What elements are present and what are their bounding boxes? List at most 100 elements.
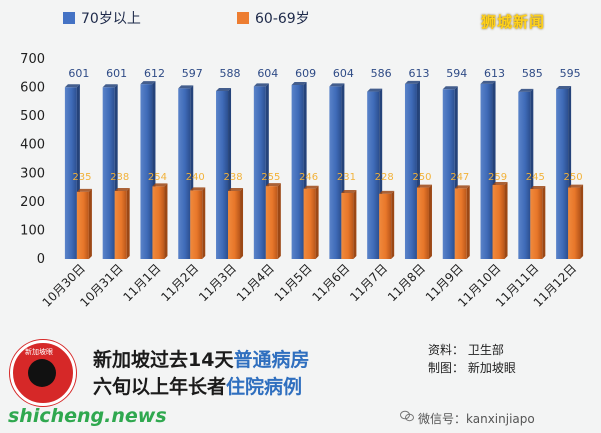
bar-top — [216, 88, 232, 91]
bar-70-plus — [404, 83, 417, 259]
source-line: 资料： 卫生部 — [428, 343, 504, 357]
bar-60-69 — [303, 188, 316, 259]
data-label-60-69: 250 — [412, 172, 431, 183]
title-line1-prefix: 新加坡过去14天 — [93, 349, 234, 371]
data-label-70-plus: 586 — [371, 67, 392, 80]
x-category-label: 11月3日 — [196, 261, 239, 304]
bar-top — [379, 190, 395, 194]
bar-60-69 — [114, 191, 127, 259]
bar-top — [303, 185, 319, 189]
bar-70-plus — [556, 89, 569, 259]
bar-side — [240, 188, 244, 259]
bar-70-plus — [253, 86, 266, 259]
bar-70-plus — [178, 88, 191, 259]
bar-top — [404, 80, 420, 84]
bar-70-plus — [518, 91, 531, 259]
website-label: shicheng.news — [8, 405, 167, 427]
bar-70-plus — [102, 87, 115, 260]
bar-top — [454, 185, 470, 189]
bar-60-69 — [228, 191, 241, 259]
bar-60-69 — [379, 193, 392, 259]
bar-top — [64, 84, 80, 88]
legend-swatch-60-69 — [237, 12, 249, 24]
x-category-label: 11月6日 — [309, 261, 352, 304]
brand-watermark: 狮城新闻 — [481, 13, 546, 31]
y-tick-label: 400 — [20, 138, 45, 153]
legend-label-70-plus: 70岁以上 — [81, 11, 141, 27]
bar-60-69 — [341, 193, 354, 259]
bar-side — [126, 188, 130, 259]
data-label-70-plus: 613 — [484, 67, 505, 80]
legend-swatch-70-plus — [63, 12, 75, 24]
bar-70-plus — [442, 89, 455, 260]
data-label-70-plus: 601 — [68, 67, 89, 80]
bar-top — [102, 84, 118, 88]
data-label-60-69: 254 — [148, 172, 167, 183]
bar-side — [428, 184, 432, 259]
bar-top — [341, 190, 357, 193]
data-label-60-69: 240 — [186, 172, 205, 183]
data-label-60-69: 246 — [299, 172, 318, 183]
bar-top — [442, 86, 458, 90]
bar-top — [253, 83, 269, 87]
bar-side — [353, 190, 357, 259]
x-category-label: 11月4日 — [234, 261, 277, 304]
bar-60-69 — [568, 187, 581, 259]
title-line2-prefix: 六旬以上年长者 — [93, 376, 227, 398]
data-label-60-69: 238 — [110, 172, 129, 183]
wechat-icon — [400, 410, 414, 422]
bar-side — [277, 183, 281, 259]
bar-side — [504, 182, 508, 259]
bar-60-69 — [416, 187, 429, 259]
bar-70-plus — [64, 87, 77, 260]
y-tick-label: 0 — [37, 252, 45, 267]
bar-side — [580, 184, 584, 259]
bar-70-plus — [480, 83, 493, 259]
data-label-70-plus: 585 — [522, 67, 543, 80]
bar-side — [88, 188, 92, 259]
bar-top — [152, 183, 168, 187]
x-category-label: 11月1日 — [121, 261, 164, 304]
bar-top — [492, 182, 508, 185]
data-label-70-plus: 588 — [220, 67, 241, 80]
bar-60-69 — [152, 186, 165, 259]
data-label-70-plus: 612 — [144, 67, 165, 80]
bar-70-plus — [367, 91, 380, 259]
bar-chart: 70岁以上 60-69岁 0 100 200 300 400 500 600 700 601 23… — [20, 11, 584, 310]
bar-70-plus — [291, 85, 304, 259]
data-label-70-plus: 609 — [295, 67, 316, 80]
bar-top — [556, 86, 572, 89]
badge-text: 新加坡眼 — [25, 348, 53, 356]
data-label-70-plus: 594 — [446, 67, 467, 80]
title-line2-highlight: 住院病例 — [226, 376, 303, 398]
bar-top — [367, 88, 383, 92]
bar-top — [140, 81, 156, 85]
wechat-id: 微信号：kanxinjiapo — [418, 412, 535, 426]
data-label-60-69: 259 — [488, 172, 507, 183]
bar-side — [542, 186, 546, 259]
bar-60-69 — [265, 186, 278, 259]
bar-top — [568, 184, 584, 188]
legend: 70岁以上 60-69岁 — [63, 11, 310, 27]
data-label-70-plus: 604 — [333, 67, 354, 80]
bar-side — [391, 190, 395, 259]
y-tick-label: 600 — [20, 81, 45, 96]
data-label-60-69: 231 — [337, 172, 356, 183]
data-label-60-69: 245 — [526, 172, 545, 183]
eye-icon — [28, 359, 56, 387]
data-label-60-69: 228 — [375, 172, 394, 183]
bar-side — [202, 187, 206, 259]
x-category-label: 11月2日 — [158, 261, 201, 304]
bar-side — [315, 185, 319, 259]
bar-top — [291, 82, 307, 85]
x-category-label: 11月5日 — [272, 261, 315, 304]
bar-top — [190, 187, 206, 191]
bar-top — [416, 184, 432, 188]
bar-60-69 — [492, 185, 505, 259]
bar-70-plus — [329, 86, 342, 259]
bar-top — [228, 188, 244, 191]
bar-70-plus — [140, 84, 153, 260]
bar-top — [329, 83, 345, 87]
bar-top — [114, 188, 130, 191]
bar-top — [178, 85, 194, 89]
